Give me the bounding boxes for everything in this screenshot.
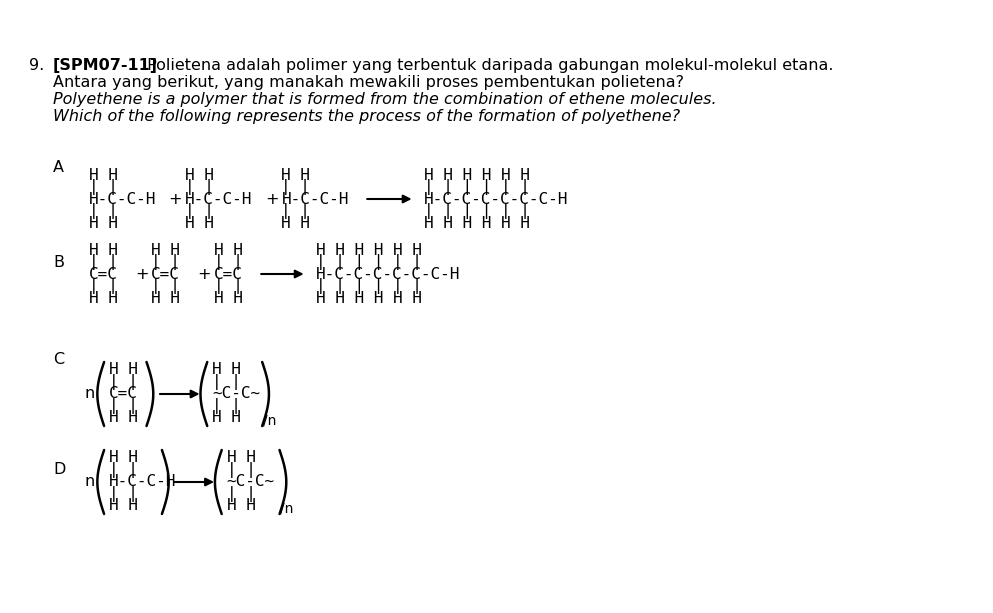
Text: Polyethene is a polymer that is formed from the combination of ethene molecules.: Polyethene is a polymer that is formed f…	[53, 91, 717, 107]
Text: +: +	[135, 267, 148, 281]
Text: H-C-C-C-C-C-C-H: H-C-C-C-C-C-C-H	[316, 267, 461, 281]
Text: | |: | |	[151, 278, 180, 294]
Text: | |: | |	[213, 398, 241, 414]
Text: | |: | |	[88, 254, 117, 270]
Text: | | | | | |: | | | | | |	[424, 203, 530, 219]
Text: H H: H H	[109, 411, 138, 425]
Text: | | | | | |: | | | | | |	[316, 254, 422, 270]
Text: H H: H H	[185, 216, 213, 230]
Text: D: D	[53, 462, 66, 478]
Text: H H: H H	[88, 216, 117, 230]
Text: H H H H H H: H H H H H H	[316, 243, 422, 257]
Text: H H: H H	[109, 451, 138, 465]
Text: H H: H H	[88, 167, 117, 183]
Text: | |: | |	[226, 462, 255, 478]
Text: H H: H H	[88, 291, 117, 305]
Text: H H: H H	[213, 291, 243, 305]
Text: H-C-C-H: H-C-C-H	[109, 474, 177, 490]
Text: ~C-C~: ~C-C~	[226, 474, 275, 490]
Text: H H: H H	[151, 243, 180, 257]
Text: Antara yang berikut, yang manakah mewakili proses pembentukan polietena?: Antara yang berikut, yang manakah mewaki…	[53, 75, 684, 89]
Text: | | | | | |: | | | | | |	[316, 278, 422, 294]
Text: Which of the following represents the process of the formation of polyethene?: Which of the following represents the pr…	[53, 109, 680, 123]
Text: +: +	[169, 191, 182, 207]
Text: | | | | | |: | | | | | |	[424, 179, 530, 195]
Text: n: n	[84, 387, 95, 402]
Text: | |: | |	[109, 374, 138, 390]
Text: [SPM07-11]: [SPM07-11]	[53, 58, 158, 72]
Text: ~C-C~: ~C-C~	[213, 387, 260, 402]
Text: | |: | |	[226, 486, 255, 502]
Text: | |: | |	[185, 203, 213, 219]
Text: /n: /n	[263, 413, 276, 427]
Text: H-C-C-C-C-C-C-H: H-C-C-C-C-C-C-H	[424, 191, 568, 207]
Text: H H: H H	[185, 167, 213, 183]
Text: H H: H H	[213, 243, 243, 257]
Text: H H: H H	[213, 411, 241, 425]
Text: | |: | |	[281, 179, 311, 195]
Text: | |: | |	[213, 254, 243, 270]
Text: C=C: C=C	[109, 387, 138, 402]
Text: | |: | |	[88, 203, 117, 219]
Text: H H: H H	[88, 243, 117, 257]
Text: | |: | |	[213, 278, 243, 294]
Text: | |: | |	[109, 486, 138, 502]
Text: A: A	[53, 159, 64, 175]
Text: C=C: C=C	[213, 267, 243, 281]
Text: | |: | |	[88, 278, 117, 294]
Text: H H H H H H: H H H H H H	[424, 216, 530, 230]
Text: H H H H H H: H H H H H H	[424, 167, 530, 183]
Text: /n: /n	[280, 501, 294, 515]
Text: H H: H H	[281, 167, 311, 183]
Text: H H: H H	[226, 451, 255, 465]
Text: 9.: 9.	[29, 58, 44, 72]
Text: H H: H H	[151, 291, 180, 305]
Text: C=C: C=C	[151, 267, 180, 281]
Text: H H: H H	[226, 498, 255, 514]
Text: B: B	[53, 254, 64, 270]
Text: | |: | |	[109, 462, 138, 478]
Text: +: +	[198, 267, 212, 281]
Text: Polietena adalah polimer yang terbentuk daripada gabungan molekul-molekul etana.: Polietena adalah polimer yang terbentuk …	[142, 58, 833, 72]
Text: C: C	[53, 352, 65, 368]
Text: H H: H H	[109, 498, 138, 514]
Text: | |: | |	[109, 398, 138, 414]
Text: H-C-C-H: H-C-C-H	[281, 191, 349, 207]
Text: | |: | |	[213, 374, 241, 390]
Text: H H: H H	[213, 362, 241, 378]
Text: H H H H H H: H H H H H H	[316, 291, 422, 305]
Text: | |: | |	[185, 179, 213, 195]
Text: +: +	[265, 191, 279, 207]
Text: | |: | |	[151, 254, 180, 270]
Text: H H: H H	[281, 216, 311, 230]
Text: H H: H H	[109, 362, 138, 378]
Text: H-C-C-H: H-C-C-H	[185, 191, 252, 207]
Text: | |: | |	[88, 179, 117, 195]
Text: n: n	[84, 474, 95, 490]
Text: H-C-C-H: H-C-C-H	[88, 191, 156, 207]
Text: C=C: C=C	[88, 267, 117, 281]
Text: | |: | |	[281, 203, 311, 219]
